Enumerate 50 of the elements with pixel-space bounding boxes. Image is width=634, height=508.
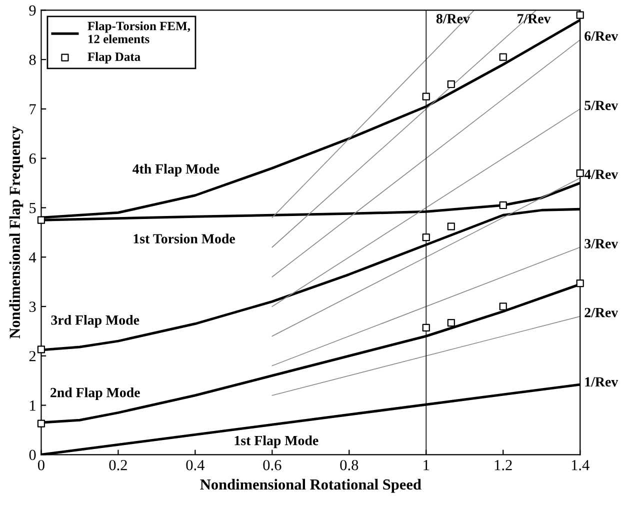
text: 6/Rev <box>584 31 618 41</box>
point <box>576 169 584 177</box>
x-tick-label: 0.6 <box>263 460 282 470</box>
x-tick-label: 0 <box>38 460 44 470</box>
y-tick-label: 3 <box>29 302 36 312</box>
y-tick-label: 1 <box>30 400 36 411</box>
x-tick-label: 0.4 <box>186 460 204 470</box>
point <box>576 279 584 288</box>
point <box>447 318 455 327</box>
text: 4/Rev <box>584 170 618 179</box>
legend-label: Flap-Torsion FEM, 12 elements <box>88 21 190 44</box>
x-axis-title: Nondimensional Rotational Speed <box>200 478 422 493</box>
y-tick-label: 9 <box>29 5 36 16</box>
annotation: 1st Flap Mode <box>234 435 318 448</box>
annotation: 7/Rev <box>518 14 551 24</box>
y-tick-label: 6 <box>29 154 36 164</box>
y-tick-label: 7 <box>30 104 36 114</box>
point <box>447 80 455 88</box>
point <box>422 324 430 332</box>
point <box>422 92 430 100</box>
annotation: 3rd Flap Mode <box>51 315 140 328</box>
point <box>37 216 46 224</box>
text: 2/Rev <box>584 308 618 318</box>
text: 5/Rev <box>584 100 618 110</box>
annotation: 2nd Flap Mode <box>50 387 140 400</box>
point <box>37 346 46 354</box>
y-tick-label: 8 <box>29 54 36 65</box>
y-tick-label: 4 <box>29 252 36 262</box>
annotation: 4th Flap Mode <box>132 164 220 176</box>
point <box>499 53 507 61</box>
x-tick-label: 1.4 <box>572 460 590 470</box>
text: 3/Rev <box>584 239 618 248</box>
point <box>576 11 584 19</box>
x-tick-label: 0.2 <box>109 460 127 470</box>
point <box>447 222 455 230</box>
y-tick-label: 2 <box>29 351 36 362</box>
x-tick-label: 1.2 <box>494 460 512 470</box>
point <box>422 234 430 242</box>
point <box>499 201 507 210</box>
annotation: 1st Torsion Mode <box>134 234 235 244</box>
y-axis-title: Nondimensional Flap Frequency <box>9 126 24 339</box>
x-tick-label: 0.8 <box>340 460 358 470</box>
y-tick-label: 5 <box>30 203 36 214</box>
annotation: 8/Rev <box>436 14 470 24</box>
x-tick-label: 1 <box>424 460 430 470</box>
point <box>499 302 507 310</box>
text: 1/Rev <box>585 377 618 387</box>
point <box>37 420 46 428</box>
y-tick-label: 0 <box>29 450 36 460</box>
legend-label: Flap Data <box>88 52 140 64</box>
